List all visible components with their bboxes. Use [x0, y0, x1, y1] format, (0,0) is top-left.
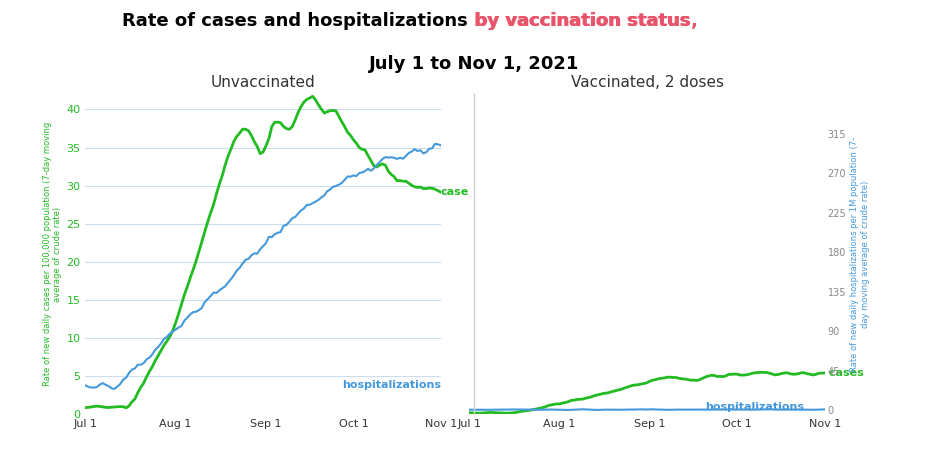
Text: by vaccination status: by vaccination status	[474, 12, 690, 30]
Y-axis label: Rate of new daily cases per 100,000 population (7-day moving
average of crude ra: Rate of new daily cases per 100,000 popu…	[43, 122, 63, 387]
Text: cases: cases	[441, 189, 476, 199]
Text: hospitalizations: hospitalizations	[705, 402, 804, 412]
Text: July 1 to Nov 1, 2021: July 1 to Nov 1, 2021	[369, 55, 579, 73]
Title: Unvaccinated: Unvaccinated	[210, 75, 316, 90]
Text: hospitalizations: hospitalizations	[342, 380, 441, 390]
Text: Rate of cases and hospitalizations: Rate of cases and hospitalizations	[122, 12, 474, 30]
Title: Vaccinated, 2 doses: Vaccinated, 2 doses	[571, 75, 723, 90]
Text: cases: cases	[825, 368, 864, 378]
Text: by vaccination status,: by vaccination status,	[475, 12, 698, 30]
Y-axis label: Rate of new daily hospitalizations per 1M population (7-
day moving average of c: Rate of new daily hospitalizations per 1…	[850, 137, 870, 372]
